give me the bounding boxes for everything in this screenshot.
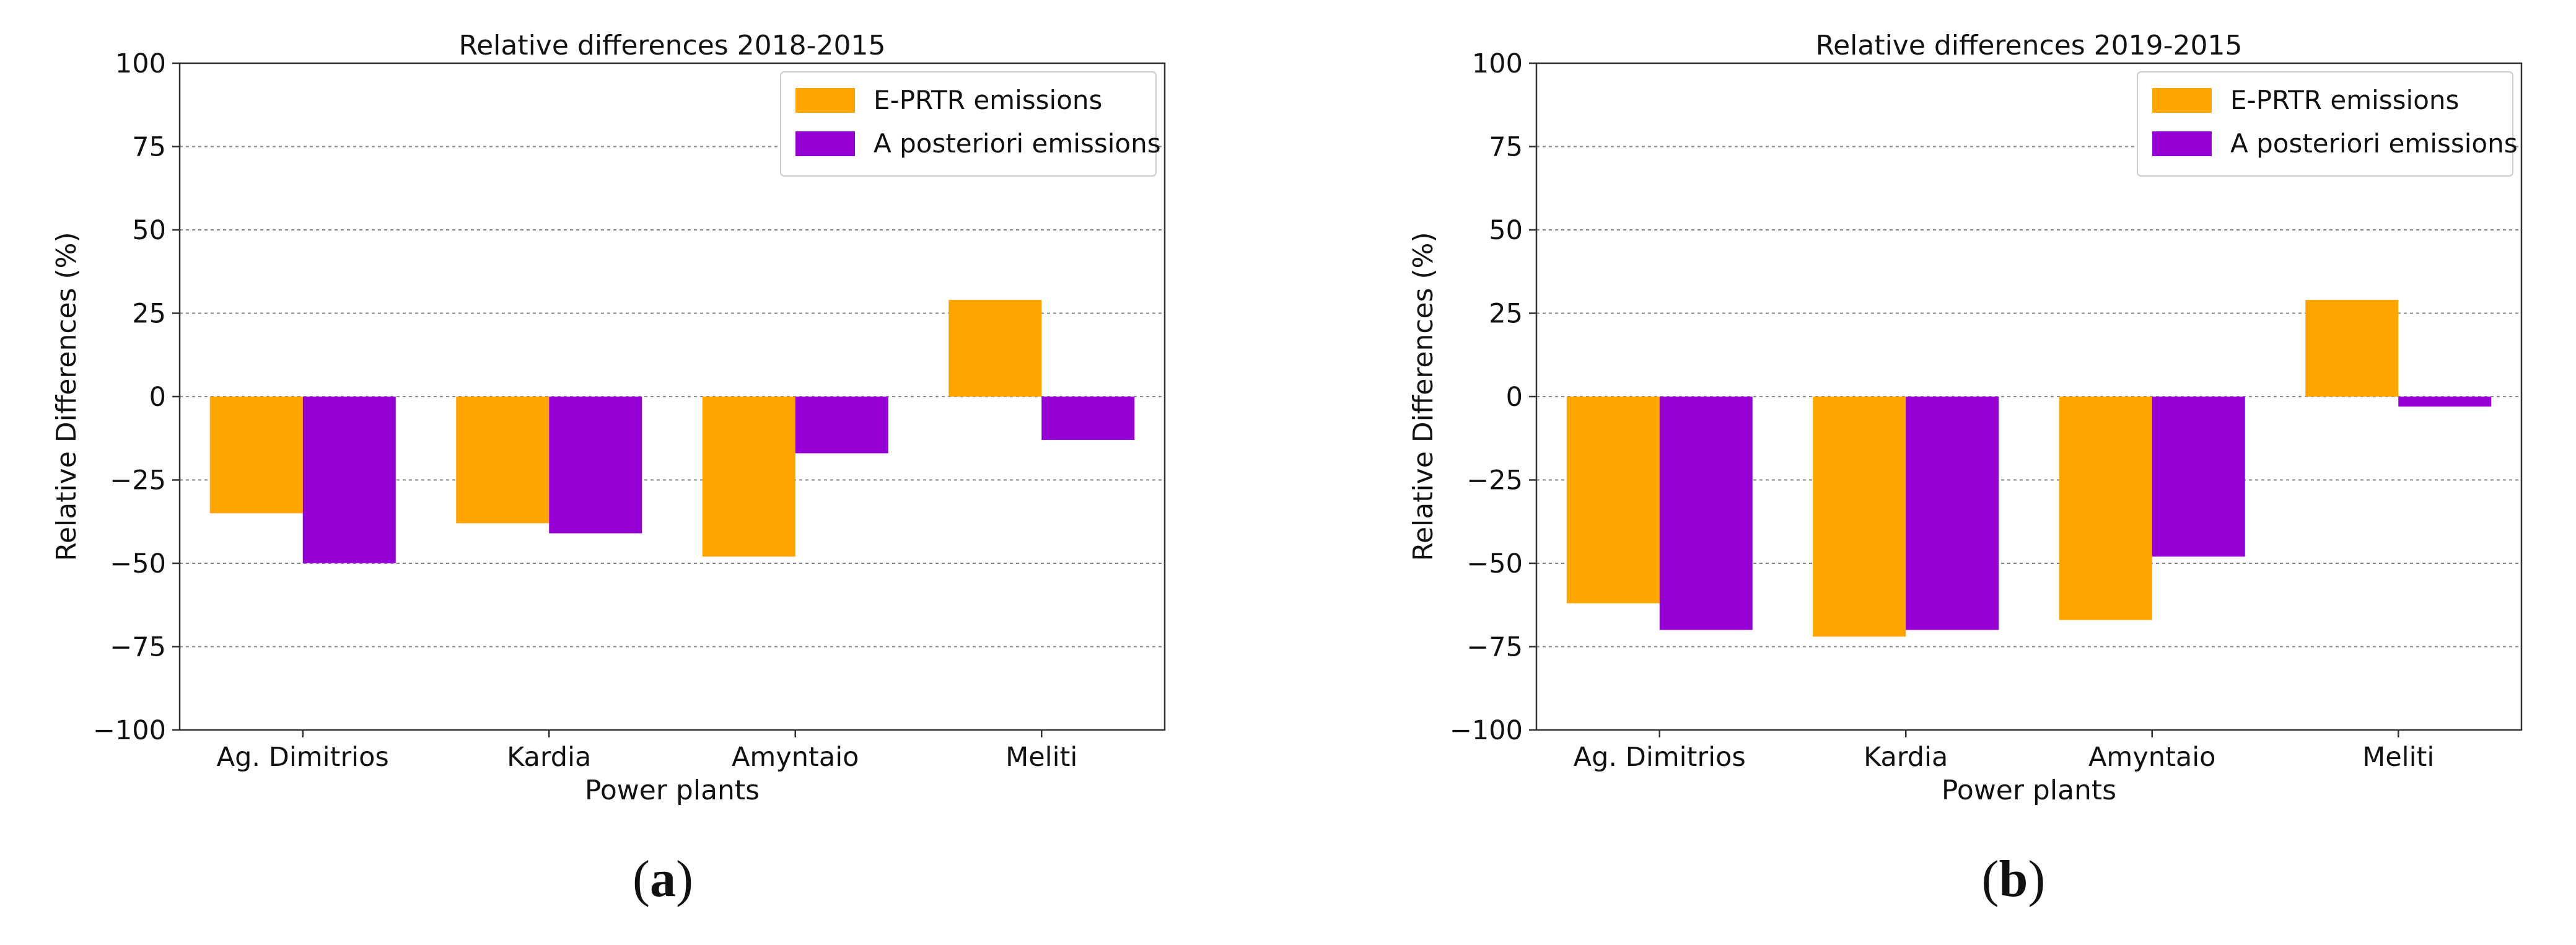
bar-eprtr-1 (456, 397, 550, 524)
x-axis-label: Power plants (1942, 775, 2116, 806)
y-tick-label: −25 (110, 465, 166, 496)
x-tick-label: Ag. Dimitrios (1574, 742, 1746, 773)
y-axis-label: Relative Differences (%) (1408, 232, 1439, 561)
legend-swatch-eprtr (795, 88, 855, 113)
x-tick-label: Kardia (1864, 742, 1948, 773)
bar-aposteriori-2 (2152, 397, 2245, 557)
legend-label: A posteriori emissions (874, 128, 1161, 159)
bar-aposteriori-1 (549, 397, 642, 534)
legend-label: A posteriori emissions (2230, 128, 2518, 159)
bar-aposteriori-3 (2398, 397, 2492, 407)
y-tick-label: 100 (115, 48, 166, 79)
bar-aposteriori-1 (1906, 397, 1999, 630)
bar-aposteriori-0 (1659, 397, 1753, 630)
panel-a-caption: (a) (633, 850, 693, 908)
legend-swatch-aposteriori (795, 131, 855, 156)
y-tick-label: −100 (93, 715, 166, 746)
y-axis-label: Relative Differences (%) (51, 232, 82, 561)
bar-eprtr-0 (1566, 397, 1660, 604)
y-tick-label: 50 (132, 215, 166, 246)
bar-aposteriori-3 (1041, 397, 1135, 440)
bar-aposteriori-0 (302, 397, 396, 563)
x-tick-label: Ag. Dimitrios (217, 742, 389, 773)
bar-eprtr-3 (948, 299, 1042, 397)
bar-eprtr-2 (702, 397, 795, 557)
legend-box (2137, 71, 2513, 177)
legend-swatch-eprtr (2152, 88, 2212, 113)
y-tick-label: 0 (1506, 382, 1523, 413)
legend-swatch-aposteriori (2152, 131, 2212, 156)
y-tick-label: −75 (1466, 632, 1523, 663)
x-axis-label: Power plants (585, 775, 760, 806)
y-tick-label: −50 (110, 548, 166, 579)
y-tick-label: −50 (1466, 548, 1523, 579)
bar-eprtr-2 (2059, 397, 2152, 620)
bar-aposteriori-2 (795, 397, 888, 454)
bar-eprtr-3 (2305, 299, 2399, 397)
x-tick-label: Amyntaio (732, 742, 859, 773)
chart-title: Relative differences 2019-2015 (1815, 30, 2242, 61)
y-tick-label: −75 (110, 632, 166, 663)
chart-panel-b: Relative differences 2019-2015 −100 −75 −50… (1408, 30, 2523, 806)
legend-label: E-PRTR emissions (2230, 85, 2459, 115)
bar-eprtr-1 (1813, 397, 1906, 637)
y-tick-label: 25 (1489, 299, 1523, 330)
y-tick-label: 50 (1489, 215, 1523, 246)
bar-eprtr-0 (209, 397, 303, 514)
y-tick-label: 25 (132, 299, 166, 330)
x-tick-label: Kardia (507, 742, 591, 773)
y-tick-label: 75 (132, 132, 166, 163)
y-tick-label: −25 (1466, 465, 1523, 496)
panel-b-caption: (b) (1981, 850, 2046, 908)
y-tick-label: 100 (1472, 48, 1523, 79)
chart-title: Relative differences 2018-2015 (458, 30, 885, 61)
x-tick-label: Meliti (2362, 742, 2434, 773)
x-tick-label: Amyntaio (2088, 742, 2215, 773)
y-tick-label: 75 (1489, 132, 1523, 163)
legend-box (780, 71, 1157, 177)
legend-label: E-PRTR emissions (874, 85, 1102, 115)
y-tick-label: 0 (149, 382, 166, 413)
x-tick-label: Meliti (1005, 742, 1077, 773)
chart-panel-a: Relative differences 2018-2015 −100 −75 −50… (51, 30, 1166, 806)
y-tick-label: −100 (1450, 715, 1523, 746)
